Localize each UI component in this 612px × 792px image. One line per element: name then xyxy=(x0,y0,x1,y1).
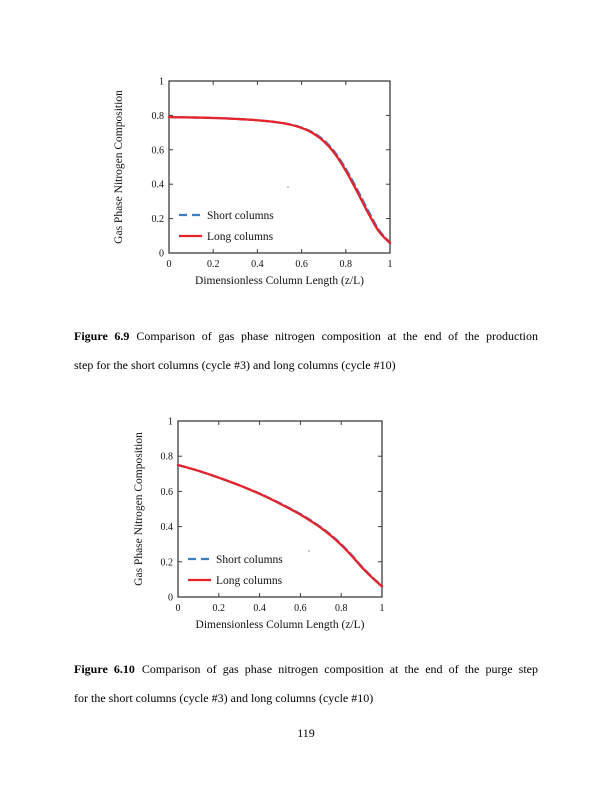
y-tick-label: 0 xyxy=(159,249,164,260)
x-tick-label: 0.6 xyxy=(294,603,307,614)
x-tick-label: 0.8 xyxy=(340,259,353,270)
x-tick-label: 0.6 xyxy=(295,259,308,270)
figure-6-9-label: Figure 6.9 xyxy=(74,329,130,343)
y-tick-label: 0.4 xyxy=(152,180,165,191)
series-line-long-columns xyxy=(176,463,384,588)
x-tick-label: 0.4 xyxy=(251,259,264,270)
x-tick-label: 0.8 xyxy=(335,603,348,614)
x-axis-label: Dimensionless Column Length (z/L) xyxy=(196,619,365,631)
figure-6-10-caption: Figure 6.10 Comparison of gas phase nitro… xyxy=(74,655,538,713)
x-tick-label: 0.4 xyxy=(253,603,266,614)
plot-border xyxy=(168,80,391,254)
series-line-long-columns xyxy=(167,115,392,245)
y-tick-label: 0 xyxy=(168,593,173,604)
y-axis-label: Gas Phase Nitrogen Composition xyxy=(133,432,145,586)
x-tick-label: 0.2 xyxy=(207,259,220,270)
y-tick-label: 0.2 xyxy=(152,214,165,225)
caption-text-1: Comparison of gas phase nitrogen composi… xyxy=(141,662,538,676)
caption-line-2: for the short columns (cycle #3) and lon… xyxy=(74,691,374,705)
figure-6-10-label: Figure 6.10 xyxy=(74,662,135,676)
caption-line-1: Figure 6.9 Comparison of gas phase nitrog… xyxy=(74,322,538,351)
scan-artifact-dot xyxy=(286,185,290,189)
caption-text-1: Comparison of gas phase nitrogen composi… xyxy=(136,329,539,343)
y-tick-label: 0.6 xyxy=(161,487,174,498)
series-line-short-columns xyxy=(167,115,392,244)
scan-artifact-dot xyxy=(307,549,311,553)
figure-6-9-chart: 0 0.2 0.4 0.6 0.8 1 0 0.2 0.4 0.6 0.8 1 Dimensionles… xyxy=(113,77,393,288)
y-tick-label: 0.8 xyxy=(152,111,165,122)
x-tick-label: 1 xyxy=(388,259,393,270)
caption-line-1: Figure 6.10 Comparison of gas phase nitro… xyxy=(74,655,538,684)
y-tick-label: 1 xyxy=(159,77,164,88)
caption-line-2: step for the short columns (cycle #3) an… xyxy=(74,358,396,372)
x-tick-label: 0 xyxy=(167,259,172,270)
x-axis-label: Dimensionless Column Length (z/L) xyxy=(195,275,364,287)
y-tick-label: 0.2 xyxy=(161,557,174,568)
y-tick-label: 0.6 xyxy=(152,145,165,156)
y-tick-label: 1 xyxy=(168,417,173,428)
legend-label-long-columns: Long columns xyxy=(216,575,283,587)
x-tick-label: 0 xyxy=(176,603,181,614)
legend-label-short-columns: Short columns xyxy=(207,210,274,222)
x-tick-label: 1 xyxy=(380,603,385,614)
y-tick-label: 0.8 xyxy=(161,452,174,463)
y-axis-label: Gas Phase Nitrogen Composition xyxy=(113,90,125,244)
figure-6-9-caption: Figure 6.9 Comparison of gas phase nitrog… xyxy=(74,322,538,380)
plot-border xyxy=(177,420,383,598)
legend-label-long-columns: Long columns xyxy=(207,231,274,243)
series-line-short-columns xyxy=(176,463,384,588)
figure-6-10-chart: 0 0.2 0.4 0.6 0.8 1 0 0.2 0.4 0.6 0.8 1 Dimensionles… xyxy=(133,417,385,632)
legend-label-short-columns: Short columns xyxy=(216,554,283,566)
x-tick-label: 0.2 xyxy=(213,603,226,614)
y-tick-label: 0.4 xyxy=(161,522,174,533)
page-number: 119 xyxy=(297,726,315,740)
